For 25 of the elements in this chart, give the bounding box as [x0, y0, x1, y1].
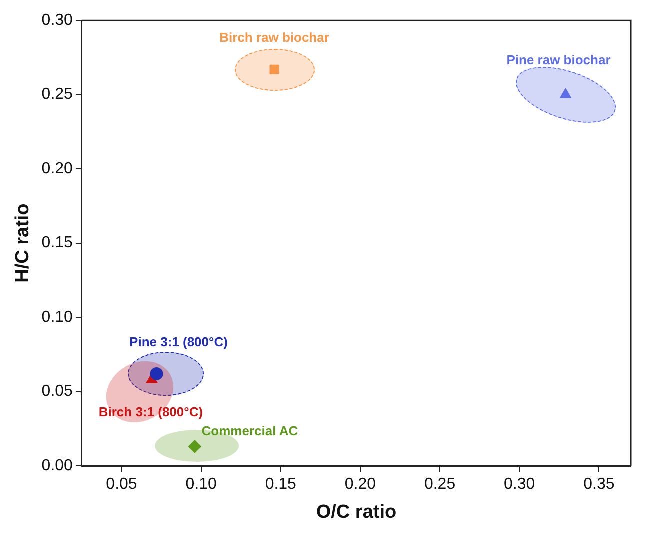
y-tick-label: 0.05 [42, 383, 74, 400]
annotation: Pine raw biochar [506, 52, 611, 68]
point [188, 440, 202, 454]
point [150, 367, 164, 380]
point [560, 88, 572, 98]
x-tick-label: 0.05 [106, 476, 138, 494]
y-tick-label: 0.20 [42, 160, 74, 178]
annotation: Pine 3:1 (800°C) [130, 334, 228, 350]
x-tick-label: 0.20 [344, 476, 376, 494]
y-axis-title: H/C ratio [12, 204, 34, 283]
x-tick-label: 0.30 [504, 476, 536, 494]
x-axis-title: O/C ratio [316, 502, 397, 523]
x-tick-label: 0.15 [265, 476, 297, 494]
annotation: Birch raw biochar [220, 30, 330, 46]
y-tick-label: 0.30 [42, 12, 74, 30]
annotation: Commercial AC [202, 423, 299, 438]
x-tick-label: 0.35 [584, 476, 615, 494]
point [270, 64, 280, 74]
x-tick-label: 0.25 [424, 476, 456, 494]
y-tick-label: 0.10 [42, 308, 74, 326]
annotation: Birch 3:1 (800°C) [98, 404, 204, 420]
y-tick-label: 0.00 [42, 457, 74, 474]
x-tick-label: 0.10 [186, 476, 217, 494]
y-tick-label: 0.15 [42, 234, 74, 252]
y-tick-label: 0.25 [42, 86, 74, 104]
